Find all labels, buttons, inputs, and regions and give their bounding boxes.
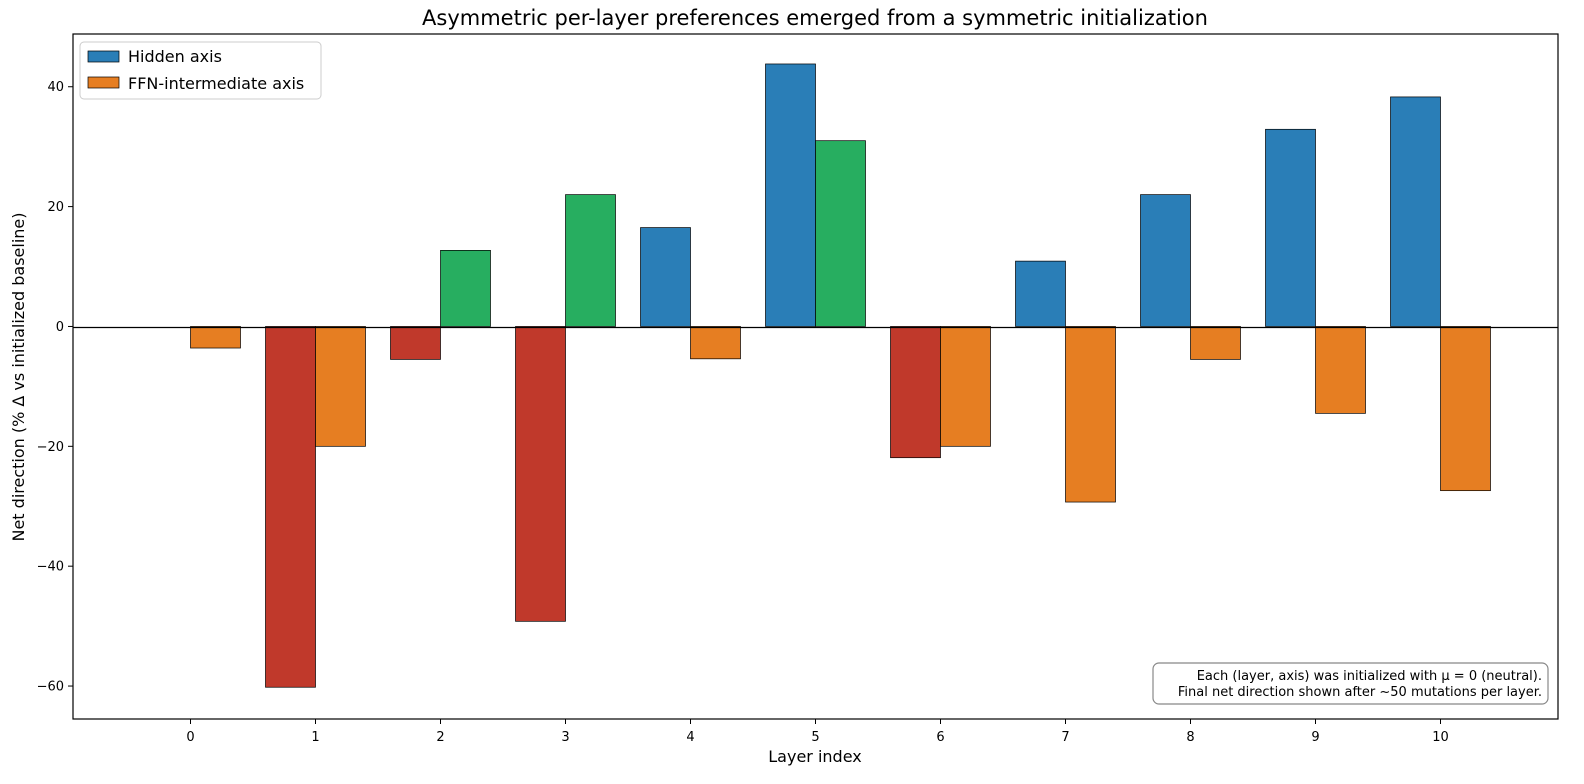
bar-hidden-layer-5	[765, 63, 816, 327]
bar-hidden-layer-3	[515, 326, 566, 622]
bar-ffn-layer-6	[940, 326, 991, 447]
x-tick-label: 10	[1432, 730, 1449, 745]
bar-hidden-layer-7	[1015, 260, 1066, 327]
x-tick-label: 8	[1186, 730, 1194, 745]
bars-layer	[190, 63, 1491, 688]
y-tick-label: −20	[37, 440, 64, 455]
annotation: Each (layer, axis) was initialized with …	[1152, 662, 1549, 705]
bar-ffn-layer-4	[690, 326, 741, 360]
y-tick-label: −40	[37, 560, 64, 575]
x-tick-label: 4	[686, 730, 694, 745]
x-tick-label: 0	[186, 730, 194, 745]
annotation-line-2: Final net direction shown after ~50 muta…	[1178, 685, 1542, 700]
x-tick-label: 9	[1311, 730, 1319, 745]
bar-ffn-layer-0	[190, 326, 241, 349]
legend-box	[79, 41, 322, 100]
bar-hidden-layer-10	[1390, 96, 1441, 327]
bar-hidden-layer-8	[1140, 194, 1191, 327]
annotation-box	[1152, 662, 1549, 705]
bar-hidden-layer-9	[1265, 128, 1316, 327]
x-axis-label: Layer index	[768, 747, 861, 766]
legend-swatch-ffn	[87, 76, 120, 89]
legend-label-hidden: Hidden axis	[128, 47, 222, 66]
bar-hidden-layer-1	[265, 326, 316, 688]
y-tick-label: 40	[47, 80, 64, 95]
y-tick-label: −60	[37, 680, 64, 695]
bar-hidden-layer-6	[890, 326, 941, 459]
bar-ffn-layer-1	[315, 326, 366, 447]
legend: Hidden axis FFN-intermediate axis	[79, 41, 322, 100]
bar-ffn-layer-2	[440, 250, 491, 327]
x-tick-label: 7	[1061, 730, 1069, 745]
x-tick-label: 3	[561, 730, 569, 745]
bar-ffn-layer-9	[1315, 326, 1366, 414]
bar-ffn-layer-10	[1440, 326, 1491, 492]
y-tick-label: 0	[56, 320, 64, 335]
plot-frame	[72, 33, 1559, 720]
x-tick-label: 1	[311, 730, 319, 745]
bar-ffn-layer-3	[565, 194, 616, 327]
ticks-layer: −60 −40 −20 0 20 40 0 1 2 3 4 5 6 7 8 9 10	[37, 80, 1449, 745]
y-tick-label: 20	[47, 200, 64, 215]
bar-ffn-layer-7	[1065, 326, 1116, 503]
bar-hidden-layer-4	[640, 227, 691, 327]
legend-swatch-hidden	[87, 50, 120, 63]
x-tick-label: 2	[436, 730, 444, 745]
x-tick-label: 5	[811, 730, 819, 745]
y-axis-label: Net direction (% Δ vs initialized baseli…	[9, 212, 28, 541]
legend-label-ffn: FFN-intermediate axis	[128, 74, 304, 93]
x-tick-label: 6	[936, 730, 944, 745]
annotation-line-1: Each (layer, axis) was initialized with …	[1197, 669, 1542, 684]
chart-title: Asymmetric per-layer preferences emerged…	[422, 6, 1208, 30]
bar-hidden-layer-2	[390, 326, 441, 360]
bar-ffn-layer-5	[815, 140, 866, 327]
bar-ffn-layer-8	[1190, 326, 1241, 360]
